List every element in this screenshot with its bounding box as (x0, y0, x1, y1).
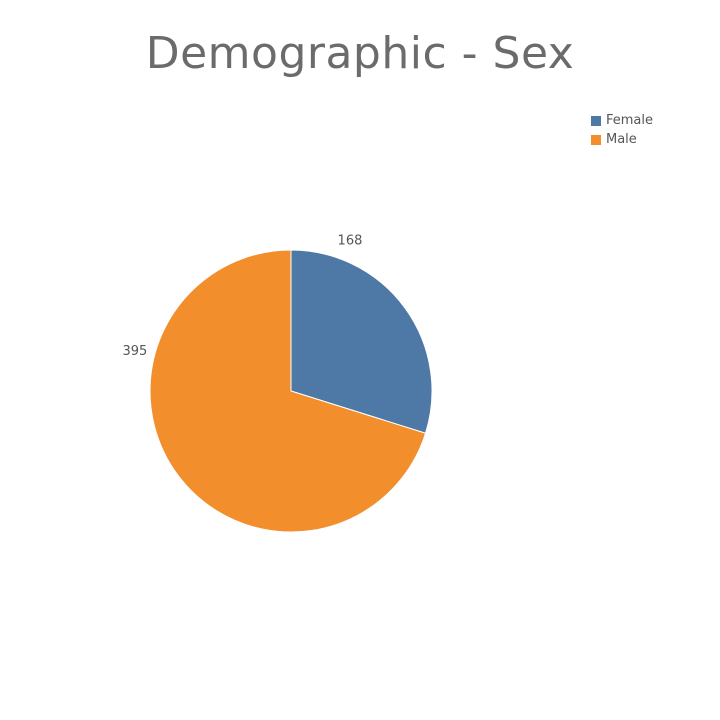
legend-swatch-male (591, 134, 601, 145)
pie-slice-male[interactable] (149, 249, 427, 533)
legend: Female Male (591, 111, 653, 149)
legend-label-female: Female (606, 113, 654, 128)
data-label-male: 395 (123, 344, 148, 359)
legend-item-male[interactable]: Male (591, 130, 653, 149)
pie-slice-female[interactable] (290, 249, 433, 434)
legend-label-male: Male (606, 132, 637, 147)
legend-item-female[interactable]: Female (591, 111, 653, 130)
chart-title: Demographic - Sex (145, 28, 575, 79)
data-label-female: 168 (338, 234, 363, 249)
legend-swatch-female (591, 115, 601, 126)
